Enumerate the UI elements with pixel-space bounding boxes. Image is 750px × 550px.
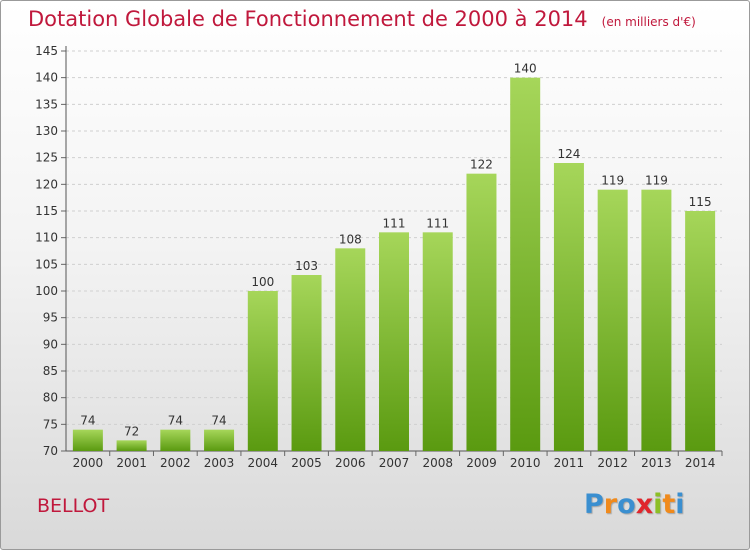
logo-letter: r (603, 489, 618, 520)
logo-letter: t (662, 489, 676, 520)
logo-letter: o (617, 489, 636, 520)
bar (379, 232, 409, 451)
bar (553, 163, 584, 451)
bar-value-label: 111 (426, 216, 449, 230)
bar-value-label: 74 (80, 414, 95, 428)
bar (204, 429, 235, 451)
bar (685, 211, 716, 451)
x-tick-label: 2003 (204, 456, 235, 470)
y-tick-label: 135 (35, 97, 58, 111)
y-tick-label: 95 (43, 311, 58, 325)
x-tick-label: 2006 (335, 456, 366, 470)
y-tick-label: 140 (35, 71, 58, 85)
y-tick-label: 85 (43, 364, 58, 378)
bar-value-label: 119 (601, 174, 624, 188)
y-tick-label: 130 (35, 124, 58, 138)
x-tick-label: 2011 (554, 456, 585, 470)
commune-name: BELLOT (37, 495, 110, 517)
logo-letter: P (584, 489, 604, 520)
x-tick-label: 2013 (641, 456, 672, 470)
chart-title: Dotation Globale de Fonctionnement de 20… (28, 7, 696, 31)
bar (597, 189, 628, 451)
y-tick-label: 105 (35, 257, 58, 271)
x-tick-label: 2008 (422, 456, 453, 470)
bar (422, 232, 453, 451)
proxiti-logo: Proxiti (584, 489, 685, 520)
bar-value-label: 115 (689, 195, 712, 209)
bar-value-label: 119 (645, 174, 668, 188)
bar (335, 248, 366, 451)
bar-value-label: 140 (514, 62, 537, 76)
unit-label: (en milliers d'€) (601, 15, 696, 29)
bar (641, 189, 672, 451)
title-text: Dotation Globale de Fonctionnement de 20… (28, 7, 588, 31)
y-tick-label: 145 (35, 44, 58, 58)
x-tick-label: 2002 (160, 456, 191, 470)
logo-letter: i (675, 489, 685, 520)
y-tick-label: 120 (35, 177, 58, 191)
x-tick-label: 2010 (510, 456, 541, 470)
bar-value-label: 122 (470, 158, 493, 172)
y-tick-label: 90 (43, 337, 58, 351)
x-tick-label: 2009 (466, 456, 497, 470)
bar-value-label: 111 (383, 216, 406, 230)
y-tick-label: 100 (35, 284, 58, 298)
bar (72, 429, 103, 451)
y-tick-label: 80 (43, 391, 58, 405)
bar-value-label: 100 (251, 275, 274, 289)
x-tick-label: 2005 (291, 456, 322, 470)
bar (291, 275, 322, 451)
bar (116, 440, 147, 451)
logo-letter: i (653, 489, 663, 520)
x-tick-label: 2007 (379, 456, 410, 470)
bar (510, 77, 541, 452)
bar-value-label: 74 (211, 414, 226, 428)
y-tick-label: 125 (35, 151, 58, 165)
x-tick-label: 2012 (597, 456, 628, 470)
bar (160, 429, 191, 451)
x-tick-label: 2000 (73, 456, 104, 470)
bar-value-label: 74 (168, 414, 183, 428)
y-tick-label: 110 (35, 231, 58, 245)
y-tick-label: 115 (35, 204, 58, 218)
y-tick-label: 70 (43, 444, 58, 458)
x-tick-label: 2004 (248, 456, 279, 470)
x-tick-label: 2001 (116, 456, 147, 470)
bar (466, 173, 497, 451)
logo-letter: x (635, 489, 654, 520)
bar (247, 291, 278, 451)
bar-value-label: 72 (124, 424, 139, 438)
x-tick-label: 2014 (685, 456, 716, 470)
bar-value-label: 103 (295, 259, 318, 273)
bar-value-label: 124 (557, 147, 580, 161)
bar-value-label: 108 (339, 232, 362, 246)
y-tick-label: 75 (43, 417, 58, 431)
